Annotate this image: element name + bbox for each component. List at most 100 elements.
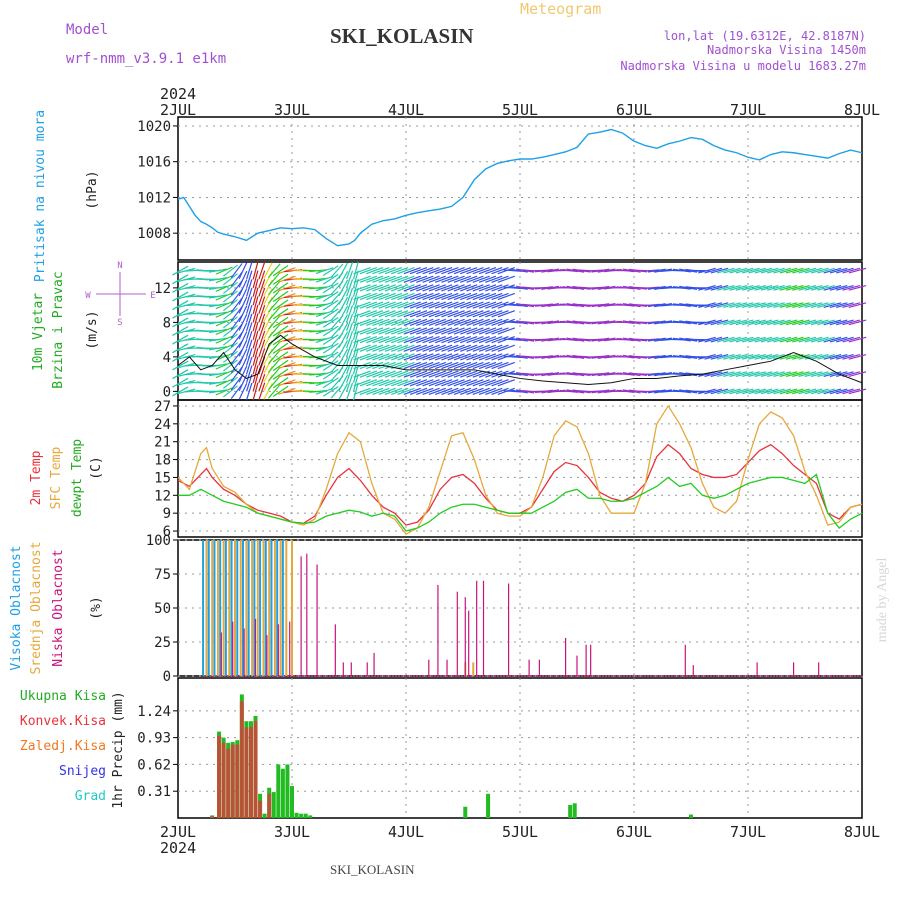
time-tick-bottom: 8JUL <box>844 823 880 841</box>
wind-barb <box>222 299 238 312</box>
cloud-label-3: Niska Oblacnost <box>51 549 66 666</box>
wind-barb <box>836 302 854 309</box>
wind-barb <box>346 313 354 332</box>
wind-barb <box>848 284 867 291</box>
wind-barb <box>534 389 553 394</box>
wind-barb <box>478 318 497 327</box>
wind-barb <box>338 348 349 366</box>
wind-barb <box>472 275 490 283</box>
wind-barb <box>434 370 453 378</box>
wind-barb <box>792 388 810 395</box>
wind-barb <box>509 389 528 394</box>
y-tick-label: 1016 <box>137 155 171 171</box>
wind-barb <box>278 344 296 352</box>
wind-barb <box>823 267 842 274</box>
wind-barb <box>278 327 296 335</box>
wind-barb <box>798 319 817 326</box>
wind-barb <box>534 268 553 273</box>
wind-barb <box>384 379 403 387</box>
wind-barb <box>403 318 421 327</box>
wind-barb <box>447 284 465 292</box>
wind-barb <box>566 354 585 359</box>
wind-barb <box>716 267 735 274</box>
wind-barb <box>836 284 854 291</box>
wind-barb <box>322 325 339 337</box>
wind-barb <box>804 319 823 326</box>
wind-barb <box>804 284 823 291</box>
time-tick-top: 6JUL <box>616 101 652 119</box>
wind-barb <box>315 275 334 283</box>
time-tick-top: 7JUL <box>730 101 766 119</box>
wind-barb <box>172 369 189 380</box>
wind-barb <box>760 302 779 309</box>
y-tick-label: 1008 <box>137 226 171 242</box>
wind-barb <box>810 336 829 343</box>
wind-barb <box>365 318 384 327</box>
wind-barb <box>384 318 403 327</box>
wind-barb <box>278 267 296 275</box>
wind-barb <box>309 294 328 299</box>
wind-barb <box>416 266 434 275</box>
temp-line-2 <box>178 473 863 532</box>
wind-barb <box>422 266 440 275</box>
wind-barb <box>409 275 428 283</box>
wind-barb <box>384 327 403 335</box>
wind-barb <box>767 284 785 291</box>
wind-barb <box>352 287 359 306</box>
wind-barb <box>773 284 792 291</box>
wind-barb <box>441 327 459 335</box>
wind-barb <box>338 271 349 288</box>
wind-barb <box>416 318 434 327</box>
wind-barb <box>735 319 754 326</box>
wind-barb <box>208 354 227 359</box>
wind-barb <box>338 365 349 383</box>
wind-barb <box>238 270 248 288</box>
wind-barb <box>391 370 409 378</box>
wind-barb <box>378 353 396 361</box>
model-label: Model <box>66 22 108 38</box>
wind-barb <box>698 336 716 343</box>
wind-barb <box>497 379 515 387</box>
wind-barb <box>647 337 666 342</box>
wind-barb <box>616 268 635 273</box>
wind-barb <box>453 335 472 344</box>
wind-barb <box>460 379 478 387</box>
wind-barb <box>597 285 616 291</box>
y-tick-label: 0.62 <box>137 757 171 773</box>
wind-barb <box>804 388 823 395</box>
wind-barb <box>397 361 415 370</box>
wind-barb <box>779 267 798 274</box>
wind-barb <box>208 311 227 316</box>
wind-barb <box>322 316 339 328</box>
wind-barb <box>591 320 610 325</box>
wind-barb <box>391 275 409 283</box>
wind-barb <box>365 275 384 283</box>
wind-barb <box>848 353 867 360</box>
wind-barb <box>767 353 785 360</box>
wind-barb <box>309 355 328 359</box>
wind-barb <box>836 319 854 326</box>
wind-barb <box>723 388 741 395</box>
wind-barb <box>322 299 339 311</box>
wind-barb <box>238 365 248 383</box>
wind-barb <box>422 292 440 301</box>
wind-barb <box>230 375 243 391</box>
wind-barb <box>622 337 641 342</box>
wind-barb <box>230 340 243 356</box>
wind-barb <box>541 337 560 342</box>
wind-barb <box>434 344 453 352</box>
wind-barb <box>622 268 641 273</box>
wind-barb <box>372 379 390 387</box>
wind-barb <box>208 277 227 282</box>
wind-barb <box>315 336 334 344</box>
wind-barb <box>278 387 296 395</box>
wind-barb <box>466 353 484 361</box>
wind-barb <box>428 327 447 335</box>
wind-barb <box>698 388 716 395</box>
wind-barb <box>372 344 390 352</box>
wind-barb <box>472 344 490 352</box>
wind-barb <box>215 292 233 301</box>
wind-barb <box>760 388 779 395</box>
wind-barb <box>836 267 854 274</box>
wind-barb <box>346 374 354 392</box>
